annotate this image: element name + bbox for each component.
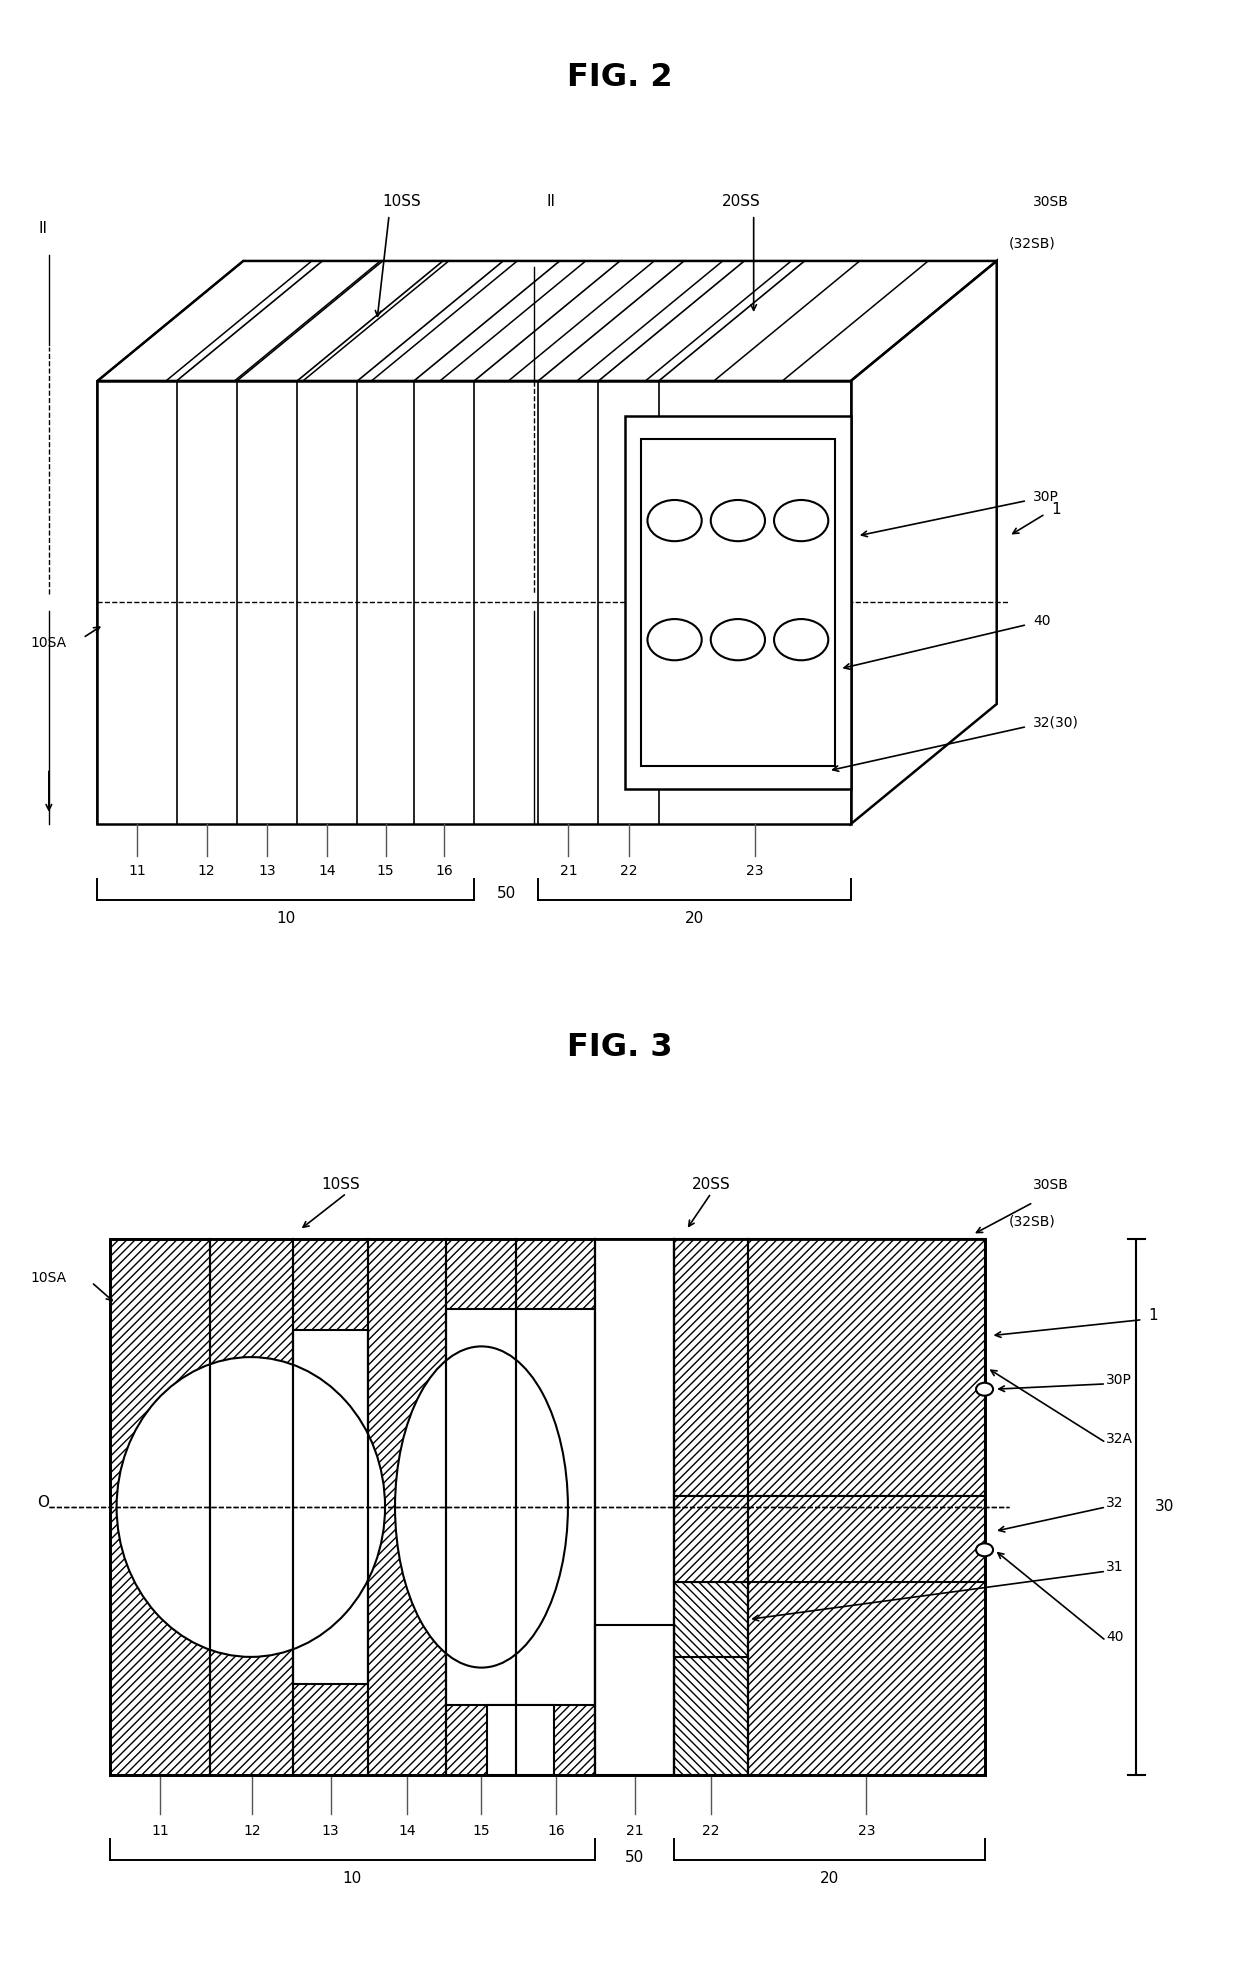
- Text: FIG. 2: FIG. 2: [567, 63, 673, 93]
- Text: 20: 20: [684, 911, 704, 926]
- Text: 21: 21: [626, 1823, 644, 1837]
- Text: 13: 13: [321, 1823, 340, 1837]
- Text: 32(30): 32(30): [1033, 715, 1079, 729]
- Text: 20SS: 20SS: [692, 1177, 730, 1192]
- Circle shape: [647, 619, 702, 660]
- Text: II: II: [547, 193, 556, 209]
- Text: 11: 11: [151, 1823, 169, 1837]
- Bar: [446, 1309, 595, 1705]
- Bar: [595, 1624, 675, 1774]
- Text: 10SA: 10SA: [31, 1271, 67, 1285]
- Text: 16: 16: [547, 1823, 564, 1837]
- Circle shape: [976, 1543, 993, 1557]
- Text: 12: 12: [198, 863, 216, 877]
- Text: 10SS: 10SS: [321, 1177, 360, 1192]
- Bar: [675, 1496, 985, 1583]
- Bar: [675, 1240, 985, 1496]
- Text: 10: 10: [342, 1870, 362, 1886]
- Text: 10SA: 10SA: [31, 637, 67, 650]
- Text: 20: 20: [820, 1870, 839, 1886]
- Text: 13: 13: [258, 863, 275, 877]
- Text: 30P: 30P: [1106, 1374, 1132, 1388]
- Bar: [109, 1240, 985, 1774]
- Text: II: II: [38, 221, 47, 237]
- Text: 30P: 30P: [1033, 489, 1059, 503]
- Bar: [487, 1705, 554, 1774]
- Circle shape: [711, 619, 765, 660]
- Text: 20SS: 20SS: [722, 193, 761, 209]
- Text: 14: 14: [319, 863, 336, 877]
- Ellipse shape: [117, 1358, 386, 1658]
- Bar: [595, 1240, 675, 1774]
- Bar: [294, 1330, 368, 1683]
- Circle shape: [647, 501, 702, 542]
- Text: 30: 30: [1154, 1500, 1174, 1514]
- Bar: [675, 1583, 748, 1658]
- Polygon shape: [851, 260, 997, 824]
- Text: 23: 23: [858, 1823, 875, 1837]
- Text: 23: 23: [746, 863, 764, 877]
- Text: (32SB): (32SB): [1009, 237, 1055, 250]
- Text: 50: 50: [625, 1851, 645, 1865]
- Text: 1: 1: [1052, 503, 1061, 516]
- Bar: [675, 1658, 748, 1774]
- Text: 31: 31: [1106, 1561, 1123, 1575]
- Circle shape: [976, 1384, 993, 1395]
- Polygon shape: [98, 260, 997, 380]
- Text: 40: 40: [1106, 1630, 1123, 1644]
- Text: 15: 15: [472, 1823, 490, 1837]
- Text: 10: 10: [277, 911, 295, 926]
- Bar: [625, 416, 851, 788]
- Text: 22: 22: [620, 863, 637, 877]
- Text: 21: 21: [559, 863, 577, 877]
- Text: O: O: [37, 1494, 48, 1510]
- Text: 1: 1: [1148, 1307, 1158, 1323]
- Text: 32: 32: [1106, 1496, 1123, 1510]
- Circle shape: [711, 501, 765, 542]
- Circle shape: [774, 619, 828, 660]
- Bar: [98, 380, 851, 824]
- Text: FIG. 3: FIG. 3: [567, 1031, 673, 1062]
- Text: 14: 14: [398, 1823, 415, 1837]
- Text: 40: 40: [1033, 613, 1050, 627]
- Ellipse shape: [396, 1346, 568, 1667]
- Text: 12: 12: [243, 1823, 260, 1837]
- Text: (32SB): (32SB): [1009, 1214, 1055, 1228]
- Text: 10SS: 10SS: [382, 193, 420, 209]
- Circle shape: [774, 501, 828, 542]
- Text: 32A: 32A: [1106, 1431, 1133, 1447]
- Bar: [109, 1240, 985, 1774]
- Text: 30SB: 30SB: [1033, 195, 1069, 209]
- Text: 30SB: 30SB: [1033, 1177, 1069, 1192]
- Text: 15: 15: [377, 863, 394, 877]
- Text: 22: 22: [702, 1823, 720, 1837]
- Text: 11: 11: [128, 863, 146, 877]
- Text: 50: 50: [496, 885, 516, 901]
- Bar: [641, 440, 835, 767]
- Text: 16: 16: [435, 863, 453, 877]
